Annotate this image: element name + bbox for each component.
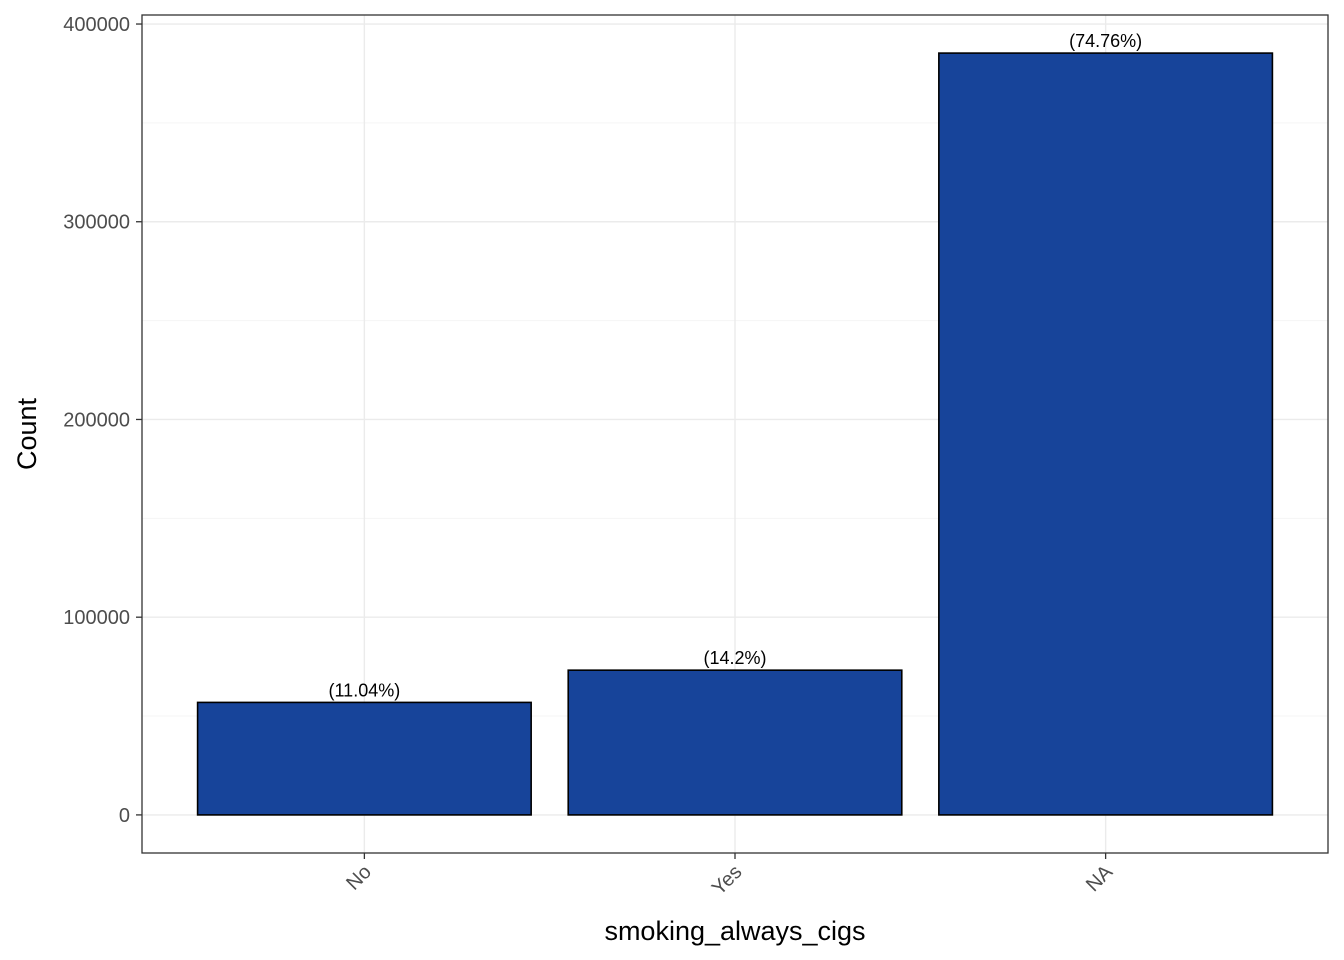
y-tick-label: 300000 — [63, 212, 130, 234]
bar-data-labels: (11.04%) (14.2%) (74.76%) — [329, 31, 1143, 700]
bars — [196, 52, 1274, 816]
bar-na — [938, 52, 1274, 816]
bar-yes — [567, 669, 903, 816]
y-tick-label: 200000 — [63, 409, 130, 431]
bar-label-no: (11.04%) — [329, 680, 401, 700]
y-tick-label: 100000 — [63, 607, 130, 629]
y-tick-label: 0 — [119, 805, 130, 827]
x-axis-title: smoking_always_cigs — [604, 916, 865, 946]
bar-label-yes: (14.2%) — [703, 648, 766, 668]
bar-no — [196, 701, 532, 816]
y-tick-label: 400000 — [63, 14, 130, 36]
bar-label-na: (74.76%) — [1069, 31, 1142, 51]
y-axis-title: Count — [12, 397, 42, 470]
y-axis: 0 100000 200000 300000 400000 — [63, 14, 142, 827]
